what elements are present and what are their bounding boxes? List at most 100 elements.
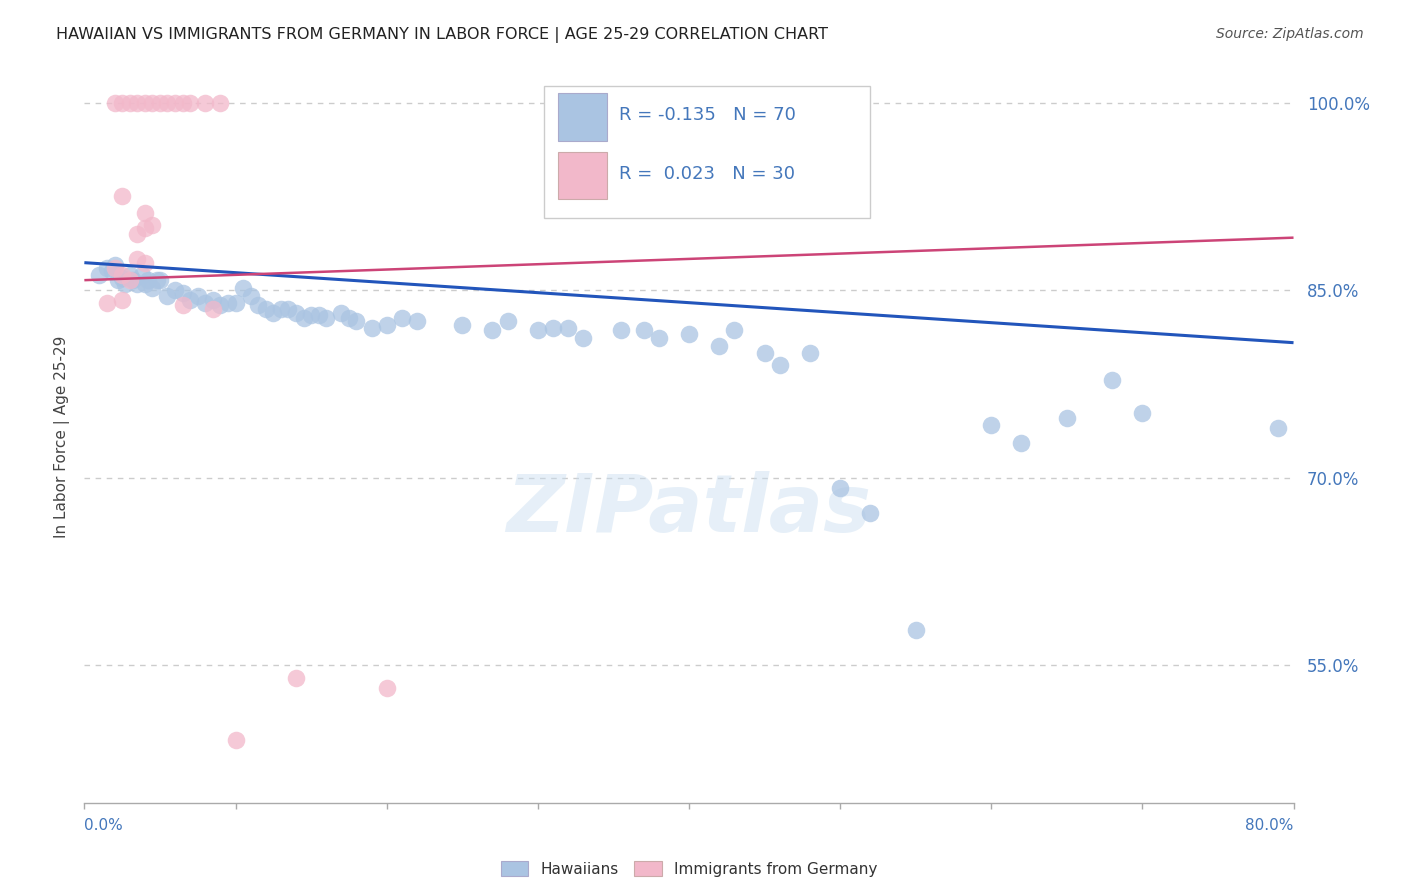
- Point: [156, 289, 179, 303]
- Point: [225, 295, 247, 310]
- Point: [557, 320, 579, 334]
- Point: [330, 306, 353, 320]
- Point: [406, 314, 429, 328]
- Point: [572, 331, 595, 345]
- Point: [172, 285, 194, 300]
- Point: [284, 671, 308, 685]
- Point: [96, 260, 118, 275]
- Point: [111, 270, 134, 285]
- Point: [127, 252, 149, 266]
- Point: [131, 268, 153, 282]
- Point: [127, 95, 149, 110]
- Point: [526, 323, 548, 337]
- Point: [277, 301, 299, 316]
- Point: [859, 506, 882, 520]
- Point: [1056, 410, 1078, 425]
- Point: [134, 277, 156, 291]
- Legend: Hawaiians, Immigrants from Germany: Hawaiians, Immigrants from Germany: [495, 855, 883, 883]
- Point: [904, 624, 927, 638]
- Point: [118, 273, 141, 287]
- Point: [754, 345, 776, 359]
- Point: [980, 418, 1002, 433]
- Point: [239, 289, 262, 303]
- Point: [114, 277, 136, 291]
- Point: [709, 339, 731, 353]
- Point: [315, 310, 337, 325]
- Point: [769, 358, 792, 372]
- Point: [1130, 406, 1153, 420]
- Point: [610, 323, 633, 337]
- Point: [134, 220, 156, 235]
- Point: [391, 310, 413, 325]
- Point: [232, 280, 254, 294]
- Point: [799, 345, 821, 359]
- Point: [104, 260, 127, 275]
- Point: [194, 295, 217, 310]
- Point: [201, 293, 224, 308]
- Point: [156, 95, 179, 110]
- Point: [111, 189, 134, 203]
- Point: [1101, 373, 1123, 387]
- Text: R = -0.135   N = 70: R = -0.135 N = 70: [619, 106, 796, 124]
- Point: [451, 318, 474, 333]
- Text: ZIPatlas: ZIPatlas: [506, 471, 872, 549]
- Point: [217, 295, 239, 310]
- Point: [270, 301, 292, 316]
- Point: [481, 323, 503, 337]
- Point: [678, 326, 700, 341]
- Point: [247, 298, 270, 312]
- Bar: [558, 152, 607, 200]
- Point: [284, 306, 308, 320]
- Point: [104, 95, 127, 110]
- Point: [134, 255, 156, 269]
- Point: [375, 318, 398, 333]
- Point: [830, 481, 852, 495]
- FancyBboxPatch shape: [544, 86, 870, 218]
- Point: [201, 301, 224, 316]
- Point: [141, 218, 163, 232]
- Point: [723, 323, 745, 337]
- Point: [179, 95, 201, 110]
- Point: [141, 95, 163, 110]
- Point: [292, 310, 315, 325]
- Point: [111, 95, 134, 110]
- Text: 0.0%: 0.0%: [84, 818, 124, 832]
- Text: HAWAIIAN VS IMMIGRANTS FROM GERMANY IN LABOR FORCE | AGE 25-29 CORRELATION CHART: HAWAIIAN VS IMMIGRANTS FROM GERMANY IN L…: [56, 27, 828, 43]
- Point: [149, 273, 172, 287]
- Point: [496, 314, 519, 328]
- Point: [107, 273, 129, 287]
- Point: [100, 264, 122, 278]
- Text: Source: ZipAtlas.com: Source: ZipAtlas.com: [1216, 27, 1364, 41]
- Text: R =  0.023   N = 30: R = 0.023 N = 30: [619, 165, 794, 183]
- Point: [111, 293, 134, 308]
- Point: [187, 289, 209, 303]
- Point: [127, 277, 149, 291]
- Point: [149, 95, 172, 110]
- Point: [172, 95, 194, 110]
- Point: [118, 268, 141, 282]
- Text: 80.0%: 80.0%: [1246, 818, 1294, 832]
- Point: [141, 280, 163, 294]
- Point: [1267, 420, 1289, 434]
- Point: [337, 310, 360, 325]
- Point: [163, 283, 186, 297]
- Point: [96, 295, 118, 310]
- Point: [104, 258, 127, 272]
- Point: [179, 293, 201, 308]
- Point: [308, 308, 330, 322]
- Point: [163, 95, 186, 110]
- Point: [209, 298, 232, 312]
- Point: [633, 323, 655, 337]
- Point: [209, 95, 232, 110]
- Point: [254, 301, 277, 316]
- Point: [134, 205, 156, 219]
- Point: [360, 320, 382, 334]
- Point: [118, 95, 141, 110]
- Point: [146, 273, 169, 287]
- Point: [262, 306, 284, 320]
- Point: [346, 314, 368, 328]
- Point: [111, 268, 134, 282]
- Point: [127, 227, 149, 241]
- Point: [647, 331, 671, 345]
- Point: [194, 95, 217, 110]
